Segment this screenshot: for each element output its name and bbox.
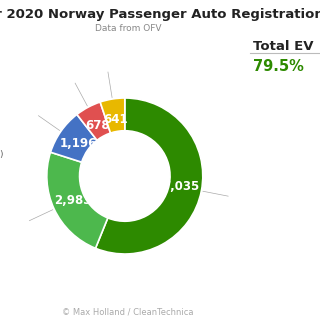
Text: 641: 641 xyxy=(103,113,128,126)
Text: © Max Holland / CleanTechnica: © Max Holland / CleanTechnica xyxy=(62,307,194,316)
Text: 2,983: 2,983 xyxy=(54,194,92,207)
Wedge shape xyxy=(77,102,110,140)
Text: 79.5%: 79.5% xyxy=(253,59,304,74)
Wedge shape xyxy=(51,115,97,162)
Text: Data from OFV: Data from OFV xyxy=(95,24,161,33)
Wedge shape xyxy=(47,152,108,248)
Text: 678: 678 xyxy=(86,119,110,132)
Wedge shape xyxy=(95,98,203,254)
Text: November 2020 Norway Passenger Auto Registrations: November 2020 Norway Passenger Auto Regi… xyxy=(0,8,320,21)
Text: Total EV: Total EV xyxy=(253,40,313,53)
Text: 1,196: 1,196 xyxy=(60,137,97,150)
Wedge shape xyxy=(100,98,125,133)
Text: (plugless): (plugless) xyxy=(0,150,4,159)
Text: 7,035: 7,035 xyxy=(162,180,199,193)
